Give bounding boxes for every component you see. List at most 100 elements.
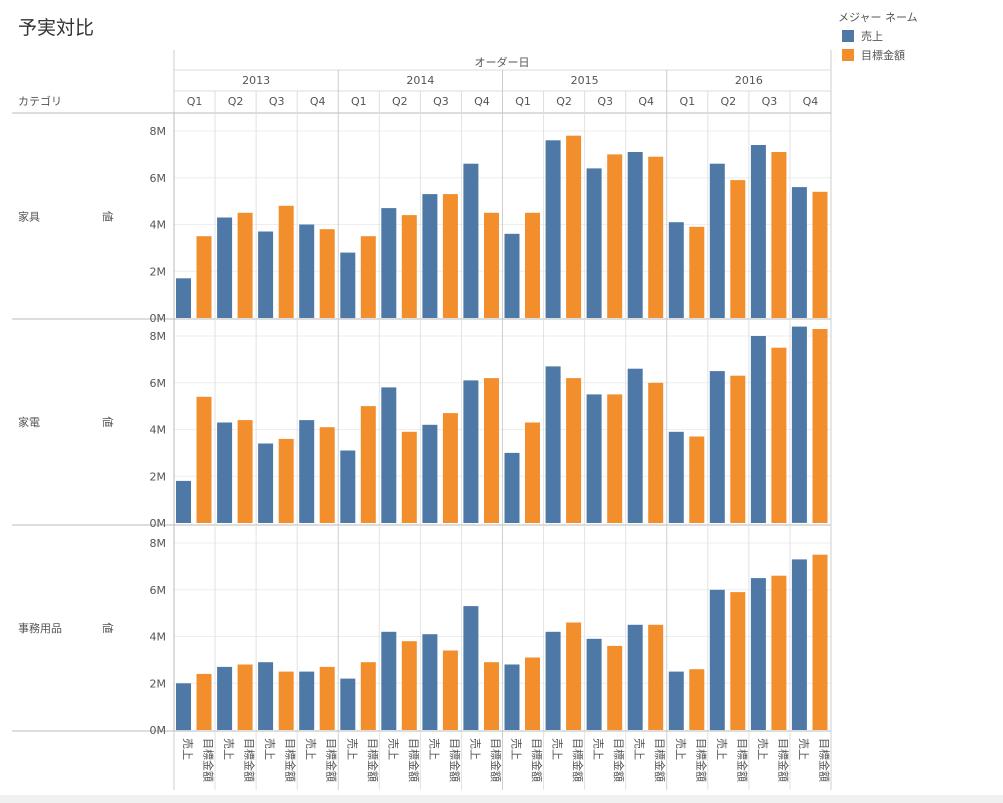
bar: [627, 152, 643, 318]
measure-label: 売上: [222, 738, 235, 760]
y-tick-label: 8M: [150, 125, 167, 138]
measure-label: 目標金額: [735, 738, 749, 782]
measure-label: 売上: [715, 738, 728, 760]
y-tick-label: 4M: [150, 219, 167, 232]
bar: [566, 378, 582, 523]
bar: [586, 168, 602, 318]
y-tick-label: 0M: [150, 312, 167, 325]
bar: [422, 424, 438, 523]
column-field-label: オーダー日: [475, 55, 530, 69]
bar: [607, 154, 623, 318]
year-label: 2013: [242, 74, 270, 87]
bar: [586, 638, 602, 730]
bar: [791, 559, 807, 730]
bar: [709, 371, 725, 523]
column-header: オーダー日 カテゴリ: [18, 55, 530, 108]
bar: [689, 436, 705, 523]
measure-label: 目標金額: [202, 738, 216, 782]
bar: [237, 664, 253, 730]
bar: [750, 145, 766, 318]
y-tick-label: 2M: [150, 265, 167, 278]
category-label: 家具: [18, 210, 40, 224]
measure-label: 目標金額: [366, 738, 380, 782]
bar: [176, 278, 191, 318]
bar: [648, 382, 664, 524]
bar: [750, 336, 766, 523]
bar: [525, 657, 540, 730]
bar: [340, 252, 356, 319]
measure-label: 目標金額: [489, 738, 503, 782]
bar: [771, 575, 787, 730]
bar: [237, 212, 253, 318]
labels: 2013 Q1 Q2 Q3 Q4 2014 Q1 Q2 Q3 Q4 2015 Q1 Q2 Q3 Q4 2016…: [18, 74, 831, 782]
measure-label: 目標金額: [407, 738, 421, 782]
measure-label: 売上: [263, 738, 276, 760]
quarter-label: Q2: [228, 95, 244, 108]
measure-label: 目標金額: [817, 738, 831, 782]
measure-label: 売上: [345, 738, 358, 760]
quarter-label: Q4: [310, 95, 326, 108]
measure-label: 目標金額: [325, 738, 339, 782]
bar: [176, 683, 191, 731]
bar: [607, 394, 623, 523]
legend-swatch: [842, 49, 854, 61]
chart-title: 予実対比: [18, 17, 94, 39]
category-label: 事務用品: [18, 621, 62, 635]
bar: [484, 212, 499, 318]
y-tick-label: 2M: [150, 677, 167, 690]
bar: [278, 205, 294, 318]
bar: [237, 420, 253, 523]
measure-label: 売上: [592, 738, 605, 760]
bar: [299, 224, 315, 318]
bar: [709, 163, 725, 318]
measure-label: 売上: [797, 738, 810, 760]
bar: [258, 662, 274, 730]
bar: [504, 452, 520, 523]
quarter-label: Q1: [515, 95, 531, 108]
measure-label: 売上: [633, 738, 646, 760]
bar: [525, 212, 540, 318]
year-label: 2014: [406, 74, 434, 87]
bar: [545, 366, 561, 523]
bar: [812, 554, 828, 730]
row-field-label: カテゴリ: [18, 94, 62, 108]
bar: [442, 194, 458, 318]
value-axis-label: 値: [101, 623, 114, 634]
y-tick-label: 0M: [150, 724, 167, 737]
measure-label: 売上: [181, 738, 194, 760]
bar: [381, 631, 397, 730]
bar: [504, 664, 520, 730]
y-tick-label: 0M: [150, 517, 167, 530]
measure-label: 目標金額: [530, 738, 544, 782]
bar: [278, 438, 294, 524]
measure-label: 売上: [756, 738, 769, 760]
measure-label: 売上: [674, 738, 687, 760]
value-axis-label: 値: [101, 417, 114, 428]
bar: [525, 422, 540, 523]
quarter-label: Q1: [679, 95, 695, 108]
bar: [319, 666, 335, 730]
bar: [463, 380, 479, 523]
bar: [648, 624, 664, 730]
measure-label: 目標金額: [284, 738, 298, 782]
bar: [484, 662, 499, 730]
measure-label: 売上: [551, 738, 564, 760]
bottom-strip: [0, 795, 1003, 803]
bar: [812, 329, 828, 523]
bar: [586, 394, 602, 523]
measure-label: 目標金額: [571, 738, 585, 782]
bar: [463, 606, 479, 730]
bar: [484, 378, 499, 523]
bars: [176, 135, 828, 731]
quarter-label: Q3: [762, 95, 778, 108]
bar: [176, 480, 191, 523]
bar: [566, 622, 582, 730]
quarter-label: Q3: [597, 95, 613, 108]
bar: [278, 671, 294, 730]
bar: [668, 222, 684, 318]
quarter-label: Q4: [803, 95, 819, 108]
bar: [627, 624, 643, 730]
bar: [340, 450, 356, 523]
